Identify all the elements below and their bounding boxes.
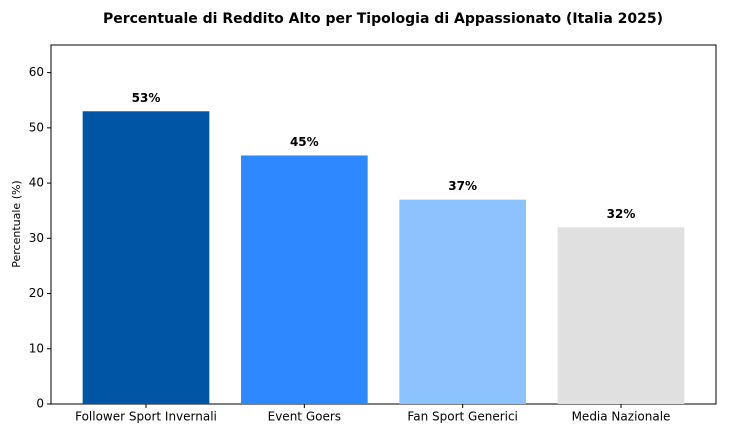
y-tick-label: 60	[29, 65, 44, 79]
x-tick-label: Media Nazionale	[572, 410, 671, 424]
x-tick-label: Fan Sport Generici	[407, 410, 517, 424]
value-label: 53%	[132, 91, 161, 105]
x-tick-label: Event Goers	[268, 410, 341, 424]
y-tick-label: 10	[29, 341, 44, 355]
y-tick-label: 0	[36, 397, 44, 411]
y-tick-label: 40	[29, 176, 44, 190]
x-tick-label: Follower Sport Invernali	[75, 410, 217, 424]
value-label: 37%	[448, 179, 477, 193]
bar	[82, 111, 210, 405]
y-tick-label: 30	[29, 231, 44, 245]
value-label: 32%	[607, 207, 636, 221]
y-axis-label: Percentuale (%)	[10, 180, 23, 267]
bar	[399, 199, 526, 404]
y-tick-label: 20	[29, 286, 44, 300]
value-label: 45%	[290, 135, 319, 149]
plot-frame	[50, 44, 717, 405]
bar	[241, 155, 368, 404]
y-tick-label: 50	[29, 120, 44, 134]
chart-title: Percentuale di Reddito Alto per Tipologi…	[103, 11, 663, 27]
bar	[557, 227, 685, 404]
